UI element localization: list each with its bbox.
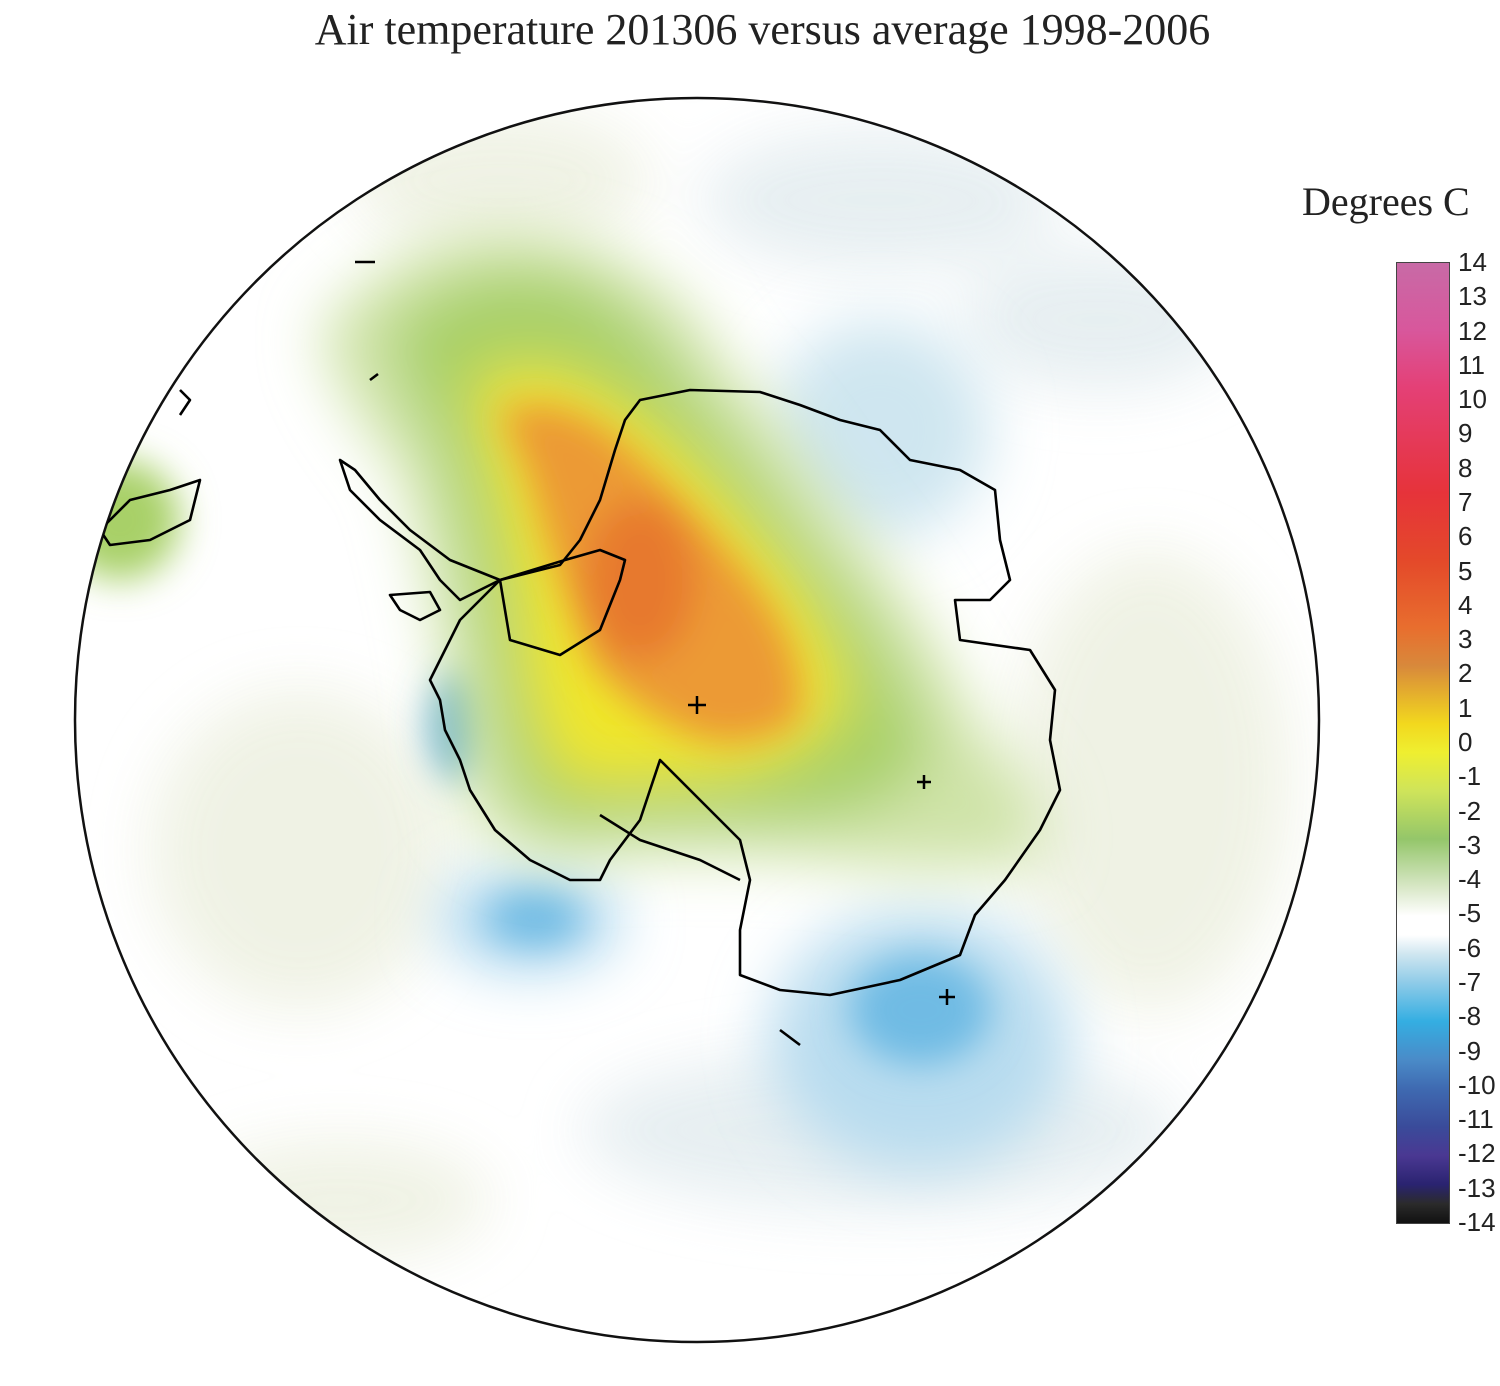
colorbar-tick-label: -12 bbox=[1458, 1138, 1496, 1169]
colorbar-tick-label: -4 bbox=[1458, 864, 1482, 895]
colorbar-tick-label: 11 bbox=[1458, 349, 1485, 380]
map-boundary bbox=[73, 96, 1321, 1344]
colorbar-tick-label: 10 bbox=[1458, 384, 1487, 415]
colorbar-tick-label: -14 bbox=[1458, 1207, 1496, 1237]
colorbar-tick-label: 7 bbox=[1458, 487, 1473, 517]
colorbar-tick-label: 2 bbox=[1458, 658, 1473, 689]
colorbar-tick-label: 1 bbox=[1458, 692, 1473, 723]
colorbar-tick-label: -1 bbox=[1458, 761, 1482, 792]
south-pole-marker bbox=[688, 696, 706, 714]
colorbar-units-label: Degrees C bbox=[1302, 179, 1470, 224]
colorbar-tick-label: -7 bbox=[1458, 967, 1482, 997]
anomaly-field bbox=[75, 98, 1319, 1342]
colorbar-tick-label: 8 bbox=[1458, 452, 1473, 483]
colorbar-tick-label: 0 bbox=[1458, 727, 1473, 757]
colorbar-tick-label: 4 bbox=[1458, 589, 1473, 620]
colorbar-tick-label: -2 bbox=[1458, 795, 1482, 826]
colorbar-tick-label: 3 bbox=[1458, 624, 1473, 655]
colorbar-tick-label: -11 bbox=[1458, 1104, 1494, 1135]
colorbar-tick-label: 12 bbox=[1458, 315, 1487, 346]
colorbar bbox=[1396, 262, 1450, 1224]
colorbar-tick-label: 6 bbox=[1458, 521, 1473, 552]
colorbar-tick-label: -5 bbox=[1458, 898, 1482, 929]
colorbar-tick-label: -9 bbox=[1458, 1035, 1482, 1066]
colorbar-tick-label: -10 bbox=[1458, 1069, 1496, 1100]
colorbar-tick-label: 5 bbox=[1458, 555, 1473, 586]
station-marker-coast bbox=[939, 989, 955, 1005]
station-markers bbox=[688, 696, 955, 1005]
antarctica-coastline bbox=[98, 260, 1062, 1047]
colorbar-tick-label: -8 bbox=[1458, 1001, 1482, 1032]
colorbar-tick-label: 13 bbox=[1458, 281, 1487, 312]
colorbar-tick-label: -13 bbox=[1458, 1172, 1496, 1203]
colorbar-tick-label: -6 bbox=[1458, 932, 1482, 963]
colorbar-tick-label: 9 bbox=[1458, 418, 1473, 449]
station-marker-east bbox=[917, 775, 931, 789]
map-title: Air temperature 201306 versus average 19… bbox=[314, 5, 1211, 54]
colorbar-tick-label: -3 bbox=[1458, 829, 1482, 860]
colorbar-tick-label: 14 bbox=[1458, 247, 1487, 277]
